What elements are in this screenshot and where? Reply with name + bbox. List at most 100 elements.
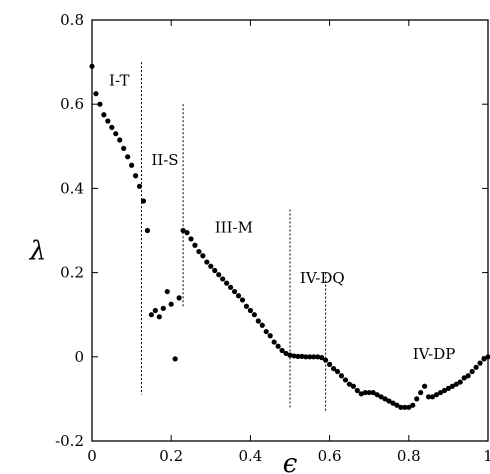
data-point — [378, 394, 384, 400]
data-point — [97, 101, 103, 107]
data-point — [311, 354, 317, 360]
data-point — [291, 353, 297, 359]
y-tick-label: -0.2 — [55, 432, 84, 450]
data-point — [125, 154, 131, 160]
data-point — [287, 352, 293, 358]
data-point — [247, 307, 253, 314]
data-point — [334, 368, 341, 375]
data-point — [212, 267, 218, 274]
data-point — [402, 404, 408, 410]
x-tick-label: 1 — [483, 447, 490, 465]
data-point — [473, 364, 479, 370]
data-point — [453, 381, 459, 387]
data-point — [180, 227, 186, 234]
y-tick-label: 0 — [74, 348, 84, 366]
data-point — [144, 227, 151, 234]
y-tick-label: 0.4 — [60, 179, 84, 197]
data-point — [279, 347, 285, 354]
data-point — [172, 356, 178, 362]
data-point — [358, 391, 364, 397]
data-point — [370, 389, 376, 396]
data-point — [192, 242, 198, 248]
data-point — [469, 368, 475, 375]
data-point — [414, 396, 420, 402]
data-point — [204, 259, 210, 265]
data-point — [208, 263, 214, 269]
data-point — [350, 383, 356, 389]
data-point — [457, 379, 463, 385]
data-point — [307, 354, 313, 360]
region-label: IV-DQ — [300, 269, 345, 287]
data-point — [394, 402, 400, 408]
data-point — [196, 248, 202, 255]
data-point — [299, 353, 305, 359]
data-point — [188, 236, 194, 242]
data-point — [374, 392, 380, 398]
region-label: IV-DP — [413, 345, 456, 363]
y-tick-label: 0.6 — [60, 95, 84, 113]
data-point — [176, 295, 182, 301]
data-point — [465, 373, 471, 379]
data-point — [323, 357, 329, 363]
data-point — [255, 318, 261, 324]
data-point — [382, 396, 388, 402]
data-point — [386, 398, 392, 404]
axis-ticks: 0 0.2 0.4 0.6 0.8 1-0.200.20.40.60.8 — [55, 11, 490, 465]
data-point — [216, 272, 222, 278]
data-point — [327, 361, 333, 367]
data-point — [410, 402, 416, 408]
data-point — [346, 381, 352, 387]
data-point — [164, 288, 170, 295]
data-point — [445, 385, 451, 391]
data-point — [184, 230, 190, 236]
data-point — [342, 377, 349, 383]
region-label: I-T — [109, 71, 129, 89]
data-point — [121, 145, 127, 152]
data-point — [101, 112, 107, 118]
data-point — [156, 314, 162, 320]
data-point — [109, 124, 115, 130]
data-point — [437, 389, 444, 396]
region-annotations: I-T II-S III-M IV-DQ IV-DP — [109, 71, 455, 363]
data-point — [113, 131, 119, 137]
data-point — [140, 198, 147, 204]
x-tick-label: 0.2 — [159, 447, 183, 465]
data-point — [129, 162, 135, 168]
x-tick-label: 0.8 — [397, 447, 421, 465]
data-point — [433, 392, 440, 398]
data-point — [390, 400, 396, 406]
data-point — [406, 404, 412, 410]
data-point — [263, 328, 269, 335]
data-point — [366, 389, 372, 396]
data-point — [303, 354, 309, 360]
data-point — [275, 343, 281, 349]
data-point — [235, 293, 242, 299]
x-tick-label: 0.4 — [238, 447, 262, 465]
data-point — [152, 307, 158, 314]
data-point — [422, 383, 428, 389]
data-point — [168, 301, 174, 307]
data-point — [481, 356, 487, 362]
data-point — [283, 350, 289, 357]
data-point — [160, 305, 166, 311]
data-point — [461, 375, 467, 381]
data-point — [315, 354, 321, 360]
data-point — [148, 312, 154, 318]
data-point — [398, 404, 404, 410]
data-point — [231, 288, 238, 295]
data-point — [251, 312, 257, 318]
data-point — [243, 303, 250, 309]
data-point — [418, 389, 424, 396]
data-point — [259, 322, 265, 328]
plot-frame — [91, 19, 489, 442]
data-point — [362, 389, 368, 396]
data-point — [271, 339, 277, 345]
x-tick-label: 0 — [87, 447, 97, 465]
chart-marks — [89, 62, 490, 412]
data-point — [449, 383, 455, 389]
x-tick-label: 0.6 — [318, 447, 342, 465]
data-point — [330, 365, 337, 372]
region-label: III-M — [215, 219, 253, 237]
data-point — [319, 355, 325, 361]
